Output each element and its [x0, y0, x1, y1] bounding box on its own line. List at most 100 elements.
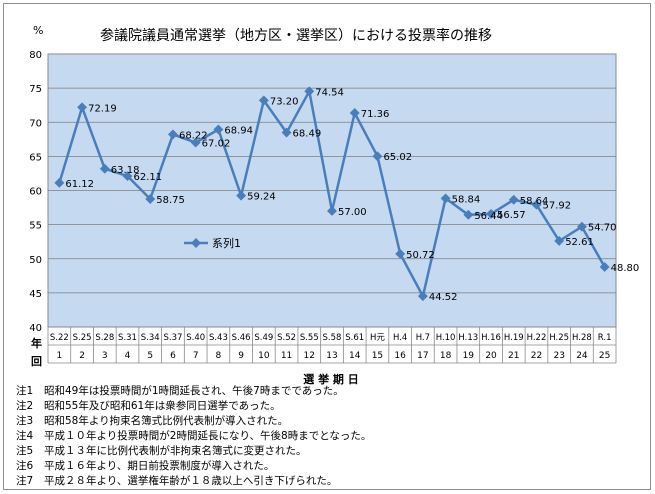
data-point — [463, 209, 474, 220]
y-tick-label: 45 — [29, 289, 42, 300]
session-number-label: 24 — [576, 351, 588, 361]
session-number-label: 12 — [304, 351, 315, 361]
x-tick-label: S.43 — [209, 333, 228, 343]
y-tick-label: 55 — [29, 221, 42, 232]
y-tick-label: 80 — [29, 50, 42, 61]
session-number-label: 7 — [193, 351, 199, 361]
x-tick-label: S.58 — [323, 333, 342, 343]
x-tick-label: S.49 — [254, 333, 273, 343]
x-tick-label: H元 — [370, 333, 385, 343]
session-number-label: 23 — [553, 351, 564, 361]
x-tick-label: H.16 — [481, 333, 501, 343]
data-label: 71.36 — [361, 109, 390, 120]
x-tick-label: S.46 — [232, 333, 251, 343]
note-item: 注6 平成１６年より、期日前投票制度が導入された。 — [16, 460, 275, 472]
session-number-label: 4 — [125, 351, 131, 361]
y-tick-label: 50 — [29, 255, 42, 266]
x-tick-label: H.19 — [504, 333, 524, 343]
session-number-label: 19 — [463, 351, 475, 361]
session-number-label: 21 — [508, 351, 519, 361]
data-point — [145, 194, 156, 204]
data-label: 56.44 — [474, 211, 503, 222]
data-point — [54, 177, 65, 188]
session-number-label: 11 — [281, 351, 292, 361]
session-number-label: 3 — [102, 351, 108, 361]
data-label: 58.75 — [156, 195, 185, 206]
x-tick-label: S.31 — [118, 333, 137, 343]
data-label: 67.02 — [202, 139, 231, 150]
data-point — [236, 190, 247, 201]
session-number-label: 8 — [216, 351, 222, 361]
note-item: 注7 平成２８年より、選挙権年齢が１８歳以上へ引き下げられた。 — [16, 475, 338, 487]
x-tick-label: S.61 — [345, 333, 364, 343]
data-label: 54.70 — [588, 223, 617, 234]
notes: 注1 昭和49年は投票時間が1時間延長され、午後7時までであった。 注2 昭和55年… — [16, 384, 646, 489]
session-number-label: 5 — [147, 351, 153, 361]
data-label: 52.61 — [565, 237, 594, 248]
data-point — [122, 171, 133, 182]
session-number-label: 15 — [372, 351, 383, 361]
row-header-session: 回 — [31, 354, 42, 368]
data-label: 73.20 — [270, 96, 299, 107]
session-number-label: 1 — [56, 351, 62, 361]
legend-marker — [191, 238, 201, 248]
data-label: 68.94 — [224, 125, 253, 136]
x-tick-label: H.22 — [527, 333, 547, 343]
session-number-label: 20 — [485, 351, 497, 361]
data-label: 50.72 — [406, 250, 435, 261]
x-tick-label: S.52 — [277, 333, 296, 343]
chart-title: 参議院議員通常選挙（地方区・選挙区）における投票率の推移 — [100, 27, 492, 44]
data-point — [554, 235, 565, 246]
data-label: 58.84 — [452, 194, 481, 205]
note-item: 注1 昭和49年は投票時間が1時間延長され、午後7時までであった。 — [16, 385, 344, 397]
data-point — [508, 194, 519, 205]
x-tick-label: H.7 — [416, 333, 430, 343]
data-point — [531, 199, 542, 210]
data-point — [213, 124, 224, 135]
data-point — [190, 137, 201, 148]
data-point — [327, 206, 337, 216]
data-point — [77, 102, 88, 113]
x-tick-label: S.55 — [300, 333, 319, 343]
data-point — [99, 163, 110, 174]
data-point — [599, 261, 610, 272]
x-tick-label: S.37 — [163, 333, 182, 343]
session-number-label: 17 — [417, 351, 428, 361]
data-point — [168, 129, 178, 140]
data-point — [417, 291, 428, 302]
x-tick-label: S.22 — [50, 333, 69, 343]
data-label: 63.18 — [111, 165, 140, 176]
session-number-label: 13 — [326, 351, 337, 361]
legend-label: 系列1 — [212, 236, 241, 250]
y-unit-label: % — [33, 24, 43, 37]
x-tick-label: S.40 — [186, 333, 205, 343]
x-tick-label: H.4 — [393, 333, 407, 343]
legend: 系列1 — [184, 236, 241, 250]
session-number-label: 22 — [531, 351, 542, 361]
note-item: 注5 平成１３年に比例代表制が非拘束名簿式に変更された。 — [16, 445, 307, 457]
x-tick-label: H.25 — [549, 333, 569, 343]
data-label: 74.54 — [315, 87, 344, 98]
x-tick-label: S.25 — [73, 333, 92, 343]
note-item: 注4 平成１０年より投票時間が2時間延長になり、午後8時までとなった。 — [16, 430, 372, 442]
data-label: 59.24 — [247, 192, 276, 203]
data-point — [576, 221, 587, 232]
session-number-label: 6 — [170, 351, 176, 361]
y-tick-label: 70 — [29, 118, 42, 129]
session-number-label: 9 — [238, 351, 244, 361]
x-axis-label: 選 挙 期 日 — [303, 372, 359, 386]
session-number-label: 14 — [349, 351, 361, 361]
data-point — [440, 193, 451, 204]
data-label: 65.02 — [383, 152, 412, 163]
data-label: 58.64 — [520, 196, 549, 207]
data-label: 48.80 — [611, 263, 640, 274]
note-item: 注2 昭和55年及び昭和61年は衆参同日選挙であった。 — [16, 400, 281, 412]
data-label: 57.92 — [542, 201, 571, 212]
note-item: 注3 昭和58年より拘束名簿式比例代表制が導入された。 — [16, 415, 289, 427]
session-number-label: 25 — [599, 351, 610, 361]
data-label: 62.11 — [134, 172, 163, 183]
data-label: 68.22 — [179, 130, 208, 141]
x-tick-label: H.10 — [436, 333, 456, 343]
data-label: 72.19 — [88, 103, 117, 114]
